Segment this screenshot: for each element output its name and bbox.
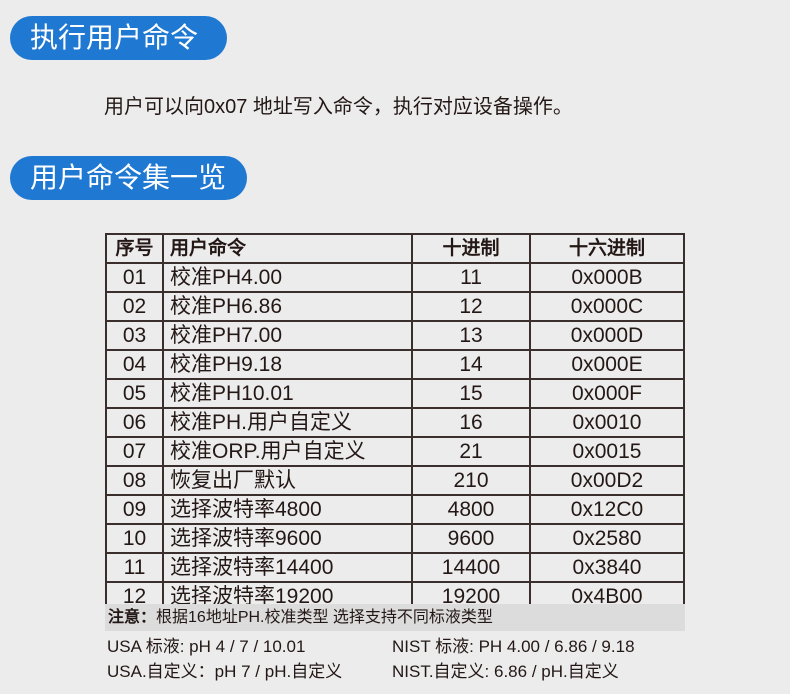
cell-decimal: 21 <box>411 436 531 467</box>
cell-hex: 0x0010 <box>529 407 685 438</box>
section-title-command-list: 用户命令集一览 <box>10 156 247 200</box>
header-decimal: 十进制 <box>411 233 531 264</box>
cell-decimal: 16 <box>411 407 531 438</box>
cell-command: 校准PH9.18 <box>162 349 413 380</box>
cell-command: 选择波特率4800 <box>162 494 413 525</box>
cell-decimal: 14400 <box>411 552 531 583</box>
section-description: 用户可以向0x07 地址写入命令，执行对应设备操作。 <box>104 96 573 118</box>
cell-index: 04 <box>105 349 164 380</box>
cell-index: 11 <box>105 552 164 583</box>
cell-decimal: 15 <box>411 378 531 409</box>
command-table: 序号 用户命令 十进制 十六进制 01 校准PH4.00 11 0x000B 02 校准P… <box>105 233 685 612</box>
cell-hex: 0x2580 <box>529 523 685 554</box>
usa-custom: USA.自定义：pH 7 / pH.自定义 <box>107 662 343 681</box>
cell-hex: 0x0015 <box>529 436 685 467</box>
table-row: 09 选择波特率4800 4800 0x12C0 <box>105 494 685 525</box>
cell-index: 02 <box>105 291 164 322</box>
cell-decimal: 14 <box>411 349 531 380</box>
cell-index: 10 <box>105 523 164 554</box>
cell-hex: 0x12C0 <box>529 494 685 525</box>
note-label: 注意： <box>108 609 157 626</box>
cell-hex: 0x000F <box>529 378 685 409</box>
cell-command: 选择波特率14400 <box>162 552 413 583</box>
cell-decimal: 4800 <box>411 494 531 525</box>
cell-hex: 0x3840 <box>529 552 685 583</box>
table-row: 08 恢复出厂默认 210 0x00D2 <box>105 465 685 496</box>
cell-decimal: 9600 <box>411 523 531 554</box>
table-row: 02 校准PH6.86 12 0x000C <box>105 291 685 322</box>
table-row: 05 校准PH10.01 15 0x000F <box>105 378 685 409</box>
table-row: 03 校准PH7.00 13 0x000D <box>105 320 685 351</box>
note-text: 根据16地址PH.校准类型 选择支持不同标液类型 <box>156 609 493 626</box>
cell-index: 08 <box>105 465 164 496</box>
note: 注意：根据16地址PH.校准类型 选择支持不同标液类型 <box>105 604 685 631</box>
cell-command: 校准PH7.00 <box>162 320 413 351</box>
table-header-row: 序号 用户命令 十进制 十六进制 <box>105 233 685 264</box>
cell-index: 09 <box>105 494 164 525</box>
cell-hex: 0x000B <box>529 262 685 293</box>
cell-hex: 0x000E <box>529 349 685 380</box>
table-row: 04 校准PH9.18 14 0x000E <box>105 349 685 380</box>
usa-standard: USA 标液: pH 4 / 7 / 10.01 <box>107 637 306 656</box>
cell-command: 恢复出厂默认 <box>162 465 413 496</box>
cell-decimal: 11 <box>411 262 531 293</box>
nist-custom: NIST.自定义: 6.86 / pH.自定义 <box>392 662 619 681</box>
nist-standard: NIST 标液: PH 4.00 / 6.86 / 9.18 <box>392 637 635 656</box>
cell-command: 校准ORP.用户自定义 <box>162 436 413 467</box>
cell-hex: 0x00D2 <box>529 465 685 496</box>
cell-command: 校准PH4.00 <box>162 262 413 293</box>
cell-decimal: 12 <box>411 291 531 322</box>
section-title-execute-command: 执行用户命令 <box>10 16 227 60</box>
table-row: 06 校准PH.用户自定义 16 0x0010 <box>105 407 685 438</box>
cell-index: 01 <box>105 262 164 293</box>
cell-index: 06 <box>105 407 164 438</box>
cell-index: 05 <box>105 378 164 409</box>
cell-decimal: 210 <box>411 465 531 496</box>
table-row: 01 校准PH4.00 11 0x000B <box>105 262 685 293</box>
cell-command: 选择波特率9600 <box>162 523 413 554</box>
cell-decimal: 13 <box>411 320 531 351</box>
header-hex: 十六进制 <box>529 233 685 264</box>
cell-command: 校准PH.用户自定义 <box>162 407 413 438</box>
cell-index: 07 <box>105 436 164 467</box>
table-row: 10 选择波特率9600 9600 0x2580 <box>105 523 685 554</box>
cell-index: 03 <box>105 320 164 351</box>
header-index: 序号 <box>105 233 164 264</box>
table-row: 07 校准ORP.用户自定义 21 0x0015 <box>105 436 685 467</box>
table-row: 11 选择波特率14400 14400 0x3840 <box>105 552 685 583</box>
cell-hex: 0x000D <box>529 320 685 351</box>
cell-hex: 0x000C <box>529 291 685 322</box>
cell-command: 校准PH6.86 <box>162 291 413 322</box>
header-command: 用户命令 <box>162 233 413 264</box>
cell-command: 校准PH10.01 <box>162 378 413 409</box>
